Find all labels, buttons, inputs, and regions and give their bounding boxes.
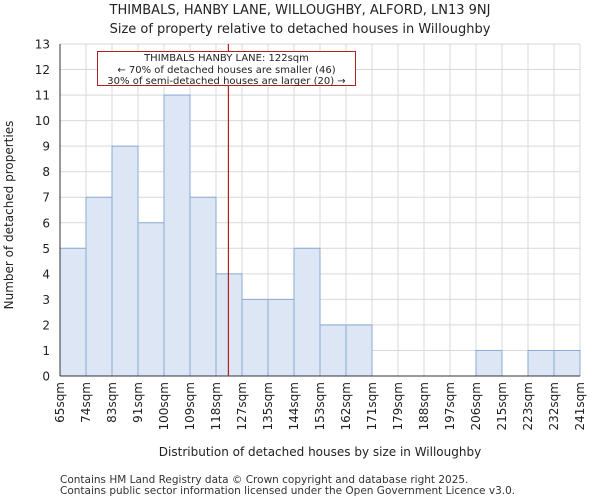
histogram-bar (319, 324, 347, 377)
y-tick-label: 4 (42, 267, 50, 281)
footer-line-1: Contains HM Land Registry data © Crown c… (60, 474, 469, 486)
x-tick-label: 135sqm (261, 382, 275, 430)
histogram-bar (59, 247, 87, 377)
histogram-bar (111, 145, 139, 377)
histogram-bar (267, 298, 295, 377)
x-tick-label: 100sqm (157, 382, 171, 430)
histogram-bar (475, 349, 503, 377)
x-tick-label: 162sqm (339, 382, 353, 430)
chart-subtitle: Size of property relative to detached ho… (109, 22, 491, 37)
x-tick-label: 109sqm (183, 382, 197, 430)
histogram-bar (241, 298, 269, 377)
x-tick-label: 65sqm (53, 382, 67, 423)
x-tick-label: 206sqm (469, 382, 483, 430)
histogram-bar (553, 349, 581, 377)
y-tick-label: 2 (42, 318, 50, 332)
x-tick-label: 241sqm (573, 382, 587, 430)
annotation-line-1: THIMBALS HANBY LANE: 122sqm (144, 53, 309, 64)
x-tick-label: 223sqm (521, 382, 535, 430)
x-tick-label: 144sqm (287, 382, 301, 430)
y-tick-label: 3 (42, 293, 50, 307)
x-tick-label: 153sqm (313, 382, 327, 430)
x-tick-label: 171sqm (365, 382, 379, 430)
y-tick-label: 11 (35, 89, 50, 103)
y-tick-label: 12 (35, 63, 50, 77)
histogram-bar (293, 247, 321, 377)
x-tick-label: 74sqm (79, 382, 93, 423)
x-tick-label: 188sqm (417, 382, 431, 430)
x-axis-label: Distribution of detached houses by size … (159, 445, 481, 459)
y-tick-label: 6 (42, 216, 50, 230)
x-tick-label: 127sqm (235, 382, 249, 430)
y-tick-label: 5 (42, 242, 50, 256)
x-tick-label: 232sqm (547, 382, 561, 430)
chart-title: THIMBALS, HANBY LANE, WILLOUGHBY, ALFORD… (109, 3, 491, 18)
y-tick-label: 9 (42, 140, 50, 154)
y-tick-label: 13 (35, 38, 50, 52)
histogram-bar (85, 196, 113, 377)
y-axis-label: Number of detached properties (2, 121, 16, 310)
x-tick-label: 197sqm (443, 382, 457, 430)
annotation-line-3: 30% of semi-detached houses are larger (… (107, 76, 346, 87)
x-tick-label: 118sqm (209, 382, 223, 430)
x-tick-label: 179sqm (391, 382, 405, 430)
y-tick-label: 0 (42, 370, 50, 384)
histogram-bar (137, 222, 165, 377)
marker-annotation-box: THIMBALS HANBY LANE: 122sqm ← 70% of det… (97, 51, 356, 87)
annotation-line-2: ← 70% of detached houses are smaller (46… (117, 64, 336, 76)
x-tick-label: 91sqm (131, 382, 145, 423)
x-tick-label: 215sqm (495, 382, 509, 430)
histogram-bar (345, 324, 373, 377)
footer-line-2: Contains public sector information licen… (60, 485, 516, 497)
y-tick-label: 8 (42, 165, 50, 179)
x-tick-label: 83sqm (105, 382, 119, 423)
histogram-bar (189, 196, 217, 377)
y-tick-label: 1 (42, 344, 50, 358)
histogram-bar (163, 94, 191, 377)
y-tick-label: 10 (35, 114, 50, 128)
histogram-bar (527, 349, 555, 377)
y-tick-label: 7 (42, 191, 50, 205)
